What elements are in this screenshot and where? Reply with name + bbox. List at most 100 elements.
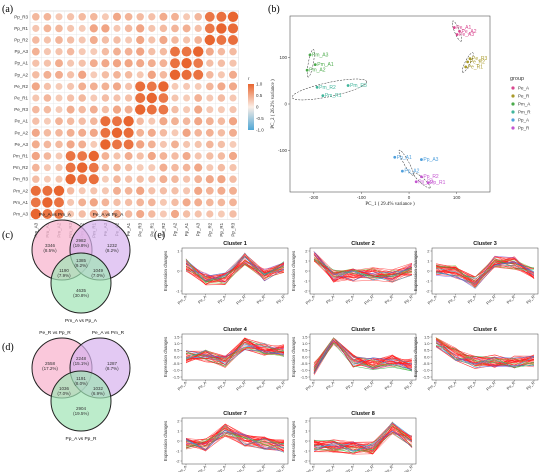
cluster-xtick-label: Pe_A <box>447 294 458 305</box>
cluster-xtick-label: Pe_R <box>255 294 266 305</box>
heatmap-circle <box>229 164 237 172</box>
heatmap-circle <box>194 117 203 126</box>
heatmap-circle <box>194 82 202 90</box>
cluster-xtick-label: Pe_A <box>325 380 336 391</box>
pca-xtick-label: -100 <box>357 195 367 200</box>
cluster-profile-line <box>185 262 285 285</box>
heatmap-circle <box>67 24 75 32</box>
cluster-profile-line <box>185 423 285 452</box>
heatmap-circle <box>78 140 87 149</box>
heatmap-circle <box>100 139 111 150</box>
pca-point-label: Pm_A2 <box>309 68 326 74</box>
pca-confidence-ellipse <box>291 78 367 101</box>
cluster-ytick-label: 2 <box>177 418 180 423</box>
heatmap-circle <box>206 210 214 218</box>
pca-xtick-label: 100 <box>453 195 461 200</box>
pca-point <box>321 94 325 98</box>
heatmap-circle <box>147 140 156 149</box>
venn-d-abc-pct: (8.0%) <box>74 381 88 386</box>
cluster-ytick-label: 2 <box>305 248 308 253</box>
pca-point-label: Pp_A2 <box>404 169 419 175</box>
heatmap-circle <box>159 175 168 184</box>
heatmap-circle <box>43 70 52 79</box>
heatmap-circle <box>101 59 110 68</box>
heatmap-circle <box>113 198 121 207</box>
heatmap-circle <box>43 24 52 33</box>
pca-confidence-ellipse <box>451 20 463 42</box>
heatmap-cell <box>227 208 239 220</box>
venn-d-c-only-pct: (19.5%) <box>73 411 89 416</box>
cluster-profile-line <box>313 429 413 455</box>
venn-d-b-only-pct: (8.7%) <box>105 366 119 371</box>
heatmap-circle <box>113 47 121 56</box>
heatmap-circle <box>193 69 204 80</box>
heatmap-circle <box>43 140 52 149</box>
venn-c-label-b: Pe_A vs Pp_A <box>93 212 124 218</box>
heatmap-circle <box>101 94 110 102</box>
heatmap-circle <box>170 58 180 69</box>
heatmap-circle <box>136 175 144 183</box>
heatmap-circle <box>78 82 87 91</box>
cluster-xtick-label: Pp_R <box>403 380 414 391</box>
heatmap-col-label: Pm_A3 <box>33 222 38 237</box>
heatmap-circle <box>32 105 40 114</box>
cluster-ytick-label: 0 <box>305 438 308 443</box>
heatmap-circle <box>148 13 156 21</box>
heatmap-circle <box>66 36 75 44</box>
cluster-xtick-label: Pe_R <box>383 464 394 472</box>
pca-point-label: Pp_A1 <box>397 155 412 161</box>
heatmap-circle <box>112 12 122 21</box>
heatmap-circle <box>90 48 98 56</box>
heatmap-row-label: Pe_A2 <box>14 130 28 135</box>
heatmap-circle <box>124 186 133 195</box>
cluster-xtick-label: Pp_A <box>216 464 227 472</box>
cluster-title: Cluster 2 <box>351 241 375 247</box>
cluster-profile-line <box>185 430 285 453</box>
pca-point-label: Pe_A3 <box>459 32 474 38</box>
heatmap-circle <box>101 175 109 183</box>
heatmap-circle <box>194 94 203 102</box>
heatmap-row-label: Pe_A1 <box>14 119 28 124</box>
pca-xtick-label: -200 <box>309 195 319 200</box>
pca-confidence-ellipse <box>398 149 414 176</box>
cluster-ytick-label: 2 <box>305 418 308 423</box>
heatmap-circle <box>171 24 179 33</box>
heatmap-col-label: Pe_R1 <box>149 222 154 236</box>
heatmap-circle <box>159 35 168 45</box>
heatmap-circle <box>217 175 226 184</box>
heatmap-circle <box>147 128 156 137</box>
heatmap-circle <box>31 151 40 161</box>
heatmap-circle <box>112 139 122 150</box>
pca-point <box>308 53 312 57</box>
heatmap-circle <box>43 59 52 67</box>
heatmap-circle <box>181 46 192 57</box>
cluster-xtick-label: Pp_R <box>403 464 414 472</box>
heatmap-circle <box>159 12 168 21</box>
heatmap-row-label: Pe_A3 <box>14 142 28 147</box>
cluster-profile-line <box>313 423 413 452</box>
heatmap-circle <box>136 71 144 79</box>
pca-point <box>393 155 397 159</box>
cluster-profile-line <box>435 261 535 282</box>
heatmap-circle <box>113 70 121 79</box>
heatmap-circle <box>171 36 179 44</box>
heatmap-circle <box>123 127 134 138</box>
heatmap-circle <box>66 94 75 102</box>
heatmap-circle <box>193 46 204 57</box>
heatmap-circle <box>136 186 145 195</box>
cluster-profile-line <box>185 435 285 448</box>
heatmap-circle <box>136 198 145 207</box>
cluster-profile-line <box>313 342 413 373</box>
cluster-panel: Cluster 1 Expression changes 1 0 -1Pm_A Pe_A P… <box>163 241 289 306</box>
heatmap-circle <box>89 59 98 68</box>
heatmap-circle <box>217 117 226 125</box>
pca-point <box>426 181 430 185</box>
heatmap-circle <box>205 140 214 149</box>
cluster-profile-line <box>313 260 413 278</box>
pca-point <box>305 68 309 72</box>
cluster-ylabel: Expression changes <box>163 250 168 291</box>
cluster-xtick-label: Pm_A <box>426 380 437 391</box>
cluster-profile-line <box>313 422 413 451</box>
cluster-ytick-label: -2 <box>176 458 180 463</box>
cluster-profile-line <box>185 260 285 285</box>
